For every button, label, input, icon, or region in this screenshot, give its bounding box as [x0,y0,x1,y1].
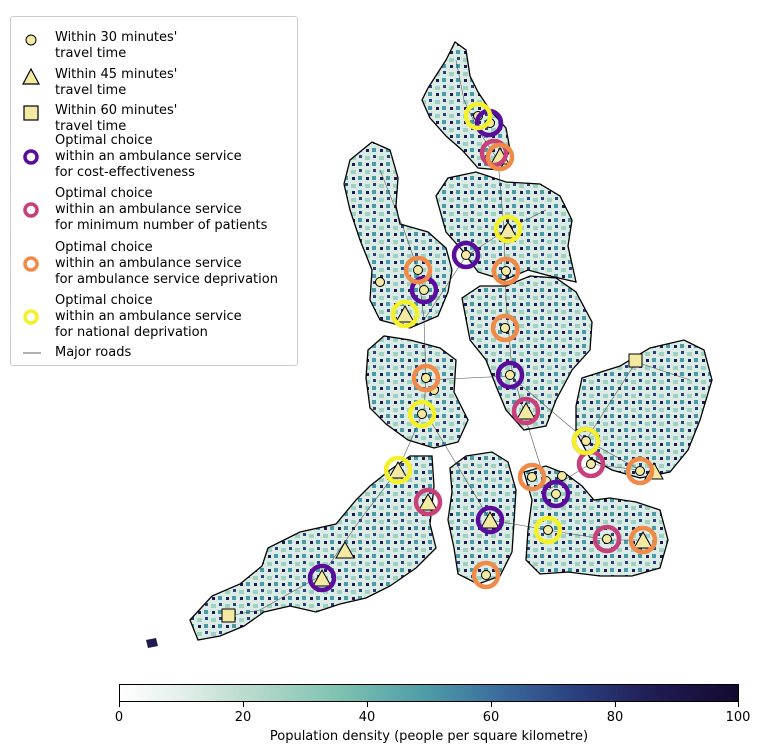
ring-icon [23,202,39,218]
region-east-midlands [461,275,593,431]
rings-service-deprivation [403,142,658,590]
ring-icon [23,309,39,325]
legend-label: Within 60 minutes' travel time [55,103,178,134]
colorbar-tick-label: 60 [482,710,500,725]
square-marker-icon [23,105,39,121]
legend-label: Optimal choice within an ambulance servi… [55,240,278,287]
legend-label: Within 30 minutes' travel time [55,30,178,61]
region-east-of-england [575,339,713,479]
colorbar-tick [491,702,492,707]
colorbar-tick-label: 0 [114,710,124,725]
colorbar-tick-label: 100 [725,710,751,725]
region-west-midlands [365,335,469,449]
colorbar-tick-label: 80 [606,710,624,725]
colorbar-tick [615,702,616,707]
region-north-east [421,41,511,171]
circle-marker-icon [25,34,37,46]
ring-icon [23,256,39,272]
legend-label: Optimal choice within an ambulance servi… [55,133,242,180]
legend-label: Major roads [55,345,132,360]
legend: Within 30 minutes' travel time Within 45… [10,16,298,366]
region-south-central [447,451,517,585]
colorbar [119,684,739,702]
legend-label: Optimal choice within an ambulance servi… [55,186,268,233]
road-line-icon [23,352,41,354]
rings-national-deprivation [383,101,601,545]
isles-of-scilly [146,638,158,648]
ring-icon [23,149,39,165]
colorbar-tick-label: 40 [358,710,376,725]
square-markers [221,353,643,623]
colorbar-tick [738,702,739,707]
colorbar-tick [367,702,368,707]
colorbar-tick [243,702,244,707]
legend-label: Optimal choice within an ambulance servi… [55,293,242,340]
region-north-west [343,141,453,329]
colorbar-label: Population density (people per square ki… [269,729,589,744]
legend-label: Within 45 minutes' travel time [55,67,178,98]
triangle-marker-icon [22,67,40,85]
triangle-markers [312,146,664,587]
colorbar-tick [119,702,120,707]
colorbar-tick-label: 20 [234,710,252,725]
